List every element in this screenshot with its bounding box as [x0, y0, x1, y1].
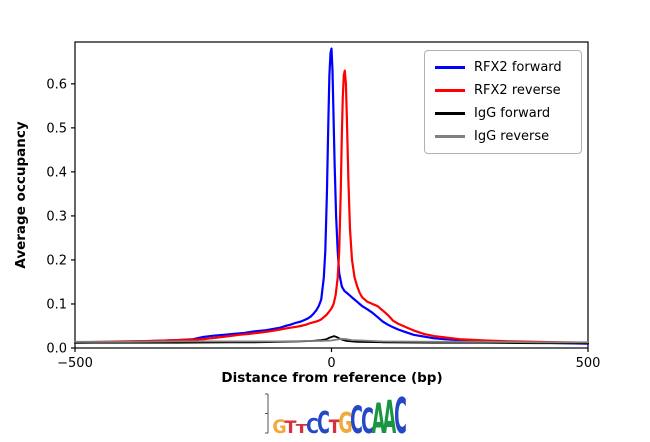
logo-letter-c: C [317, 405, 330, 440]
legend-line-swatch [435, 66, 465, 69]
logo-letter-c: C [361, 403, 374, 440]
logo-letter-t: T [296, 421, 309, 436]
logo-letter-a: A [383, 392, 397, 440]
legend-label: RFX2 reverse [474, 83, 561, 98]
legend-line-swatch [435, 135, 465, 138]
y-tick-label: 0.0 [46, 342, 67, 357]
logo-letter-t: T [329, 416, 342, 438]
legend-label: IgG forward [474, 106, 551, 121]
logo-letter-g: G [272, 416, 286, 438]
y-axis-label: Average occupancy [13, 121, 29, 269]
y-tick-label: 0.1 [46, 297, 67, 312]
x-tick-label: 500 [576, 356, 601, 371]
legend-label: RFX2 forward [474, 60, 562, 75]
x-tick-label: 0 [327, 356, 335, 371]
legend-line-swatch [435, 112, 465, 115]
x-axis-label: Distance from reference (bp) [221, 370, 443, 386]
legend-label: IgG reverse [474, 129, 550, 144]
y-tick-label: 0.5 [46, 121, 67, 136]
y-tick-label: 0.2 [46, 253, 67, 268]
series-line-igg-reverse [74, 337, 589, 344]
logo-letter-c: C [306, 413, 319, 438]
logo-letter-g: G [338, 406, 352, 440]
legend-item-igg-forward: IgG forward [435, 105, 571, 122]
legend-item-rfx2-reverse: RFX2 reverse [435, 82, 571, 99]
x-tick-label: −500 [57, 356, 93, 371]
y-tick-label: 0.4 [46, 165, 67, 180]
legend-item-rfx2-forward: RFX2 forward [435, 59, 571, 76]
logo-letter-c: C [394, 390, 407, 440]
y-tick-label: 0.6 [46, 77, 67, 92]
legend-line-swatch [435, 89, 465, 92]
series-line-rfx2-reverse [73, 69, 590, 344]
logo-letter-t: T [285, 418, 297, 438]
logo-letter-c: C [350, 398, 363, 440]
series-line-rfx2-forward [73, 47, 590, 345]
legend-item-igg-reverse: IgG reverse [435, 128, 571, 145]
legend: RFX2 forward RFX2 reverse IgG forward Ig… [424, 50, 582, 154]
y-tick-label: 0.3 [46, 209, 67, 224]
logo-letter-a: A [372, 394, 386, 440]
